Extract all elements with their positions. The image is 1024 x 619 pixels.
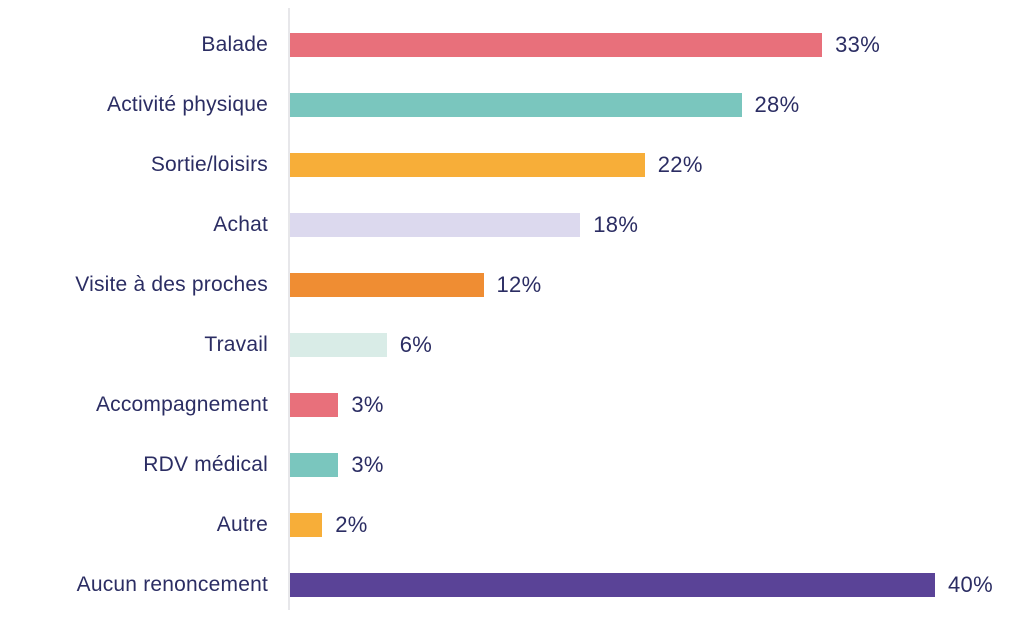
category-label: RDV médical (143, 453, 268, 476)
chart-rows: Balade 33% Activité physique 28% Sortie/lois… (0, 15, 1024, 615)
category-label: Accompagnement (95, 393, 268, 416)
bar-track: 22% (268, 135, 1024, 195)
value-label: 6% (399, 332, 433, 357)
category-label: Achat (213, 213, 268, 236)
bar-track: 6% (268, 315, 1024, 375)
category-label: Balade (201, 33, 268, 56)
value-label: 22% (657, 152, 703, 177)
bar (290, 33, 823, 57)
value-label: 18% (593, 212, 639, 237)
bar-track: 33% (268, 15, 1024, 75)
category-label: Sortie/loisirs (150, 153, 268, 176)
category-label: Activité physique (107, 93, 268, 116)
chart-row: Balade 33% (0, 15, 1024, 75)
category-label: Autre (216, 513, 268, 536)
bar (290, 333, 387, 357)
value-label: 3% (351, 392, 384, 417)
category-label: Travail (204, 333, 268, 356)
chart-row: Aucun renoncement 40% (0, 555, 1024, 615)
bar-track: 40% (268, 555, 1024, 615)
bar-track: 18% (268, 195, 1024, 255)
bar (290, 393, 339, 417)
chart-row: Activité physique 28% (0, 75, 1024, 135)
value-label: 33% (835, 32, 881, 57)
category-label: Aucun renoncement (76, 573, 268, 596)
bar-track: 3% (268, 375, 1024, 435)
value-label: 28% (754, 92, 800, 117)
value-label: 2% (335, 512, 368, 537)
value-label: 3% (351, 452, 384, 477)
bar (290, 213, 581, 237)
bar-track: 12% (268, 255, 1024, 315)
chart-row: Accompagnement 3% (0, 375, 1024, 435)
category-label: Visite à des proches (75, 273, 268, 296)
bar (290, 453, 339, 477)
bar-track: 28% (268, 75, 1024, 135)
value-label: 40% (948, 572, 993, 597)
chart-row: Visite à des proches 12% (0, 255, 1024, 315)
y-axis-line (288, 8, 290, 610)
bar (290, 273, 484, 297)
bar (290, 513, 323, 537)
bar-track: 3% (268, 435, 1024, 495)
bar-track: 2% (268, 495, 1024, 555)
bar (290, 153, 645, 177)
chart-row: Travail 6% (0, 315, 1024, 375)
bar (290, 93, 742, 117)
chart-row: Achat 18% (0, 195, 1024, 255)
chart-row: RDV médical 3% (0, 435, 1024, 495)
bar (290, 573, 935, 597)
chart-row: Autre 2% (0, 495, 1024, 555)
chart-row: Sortie/loisirs 22% (0, 135, 1024, 195)
value-label: 12% (496, 272, 542, 297)
